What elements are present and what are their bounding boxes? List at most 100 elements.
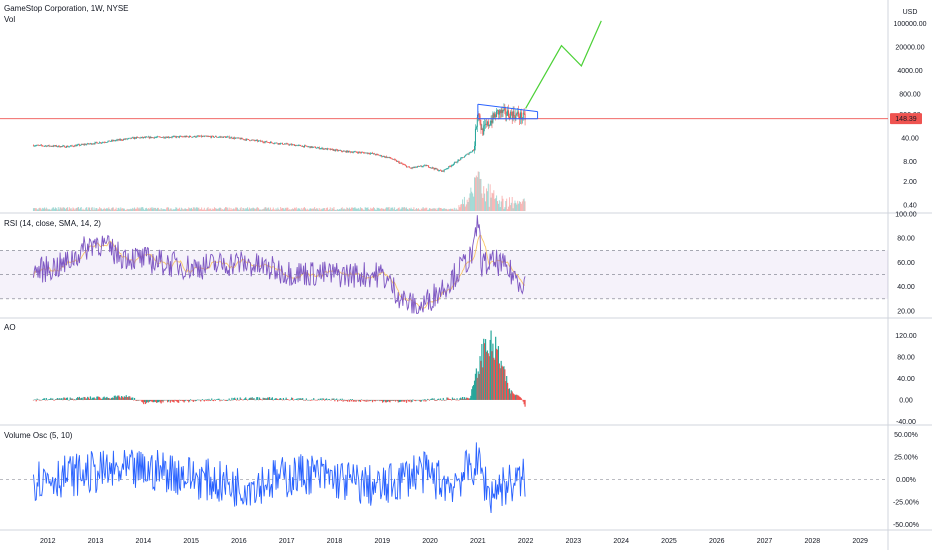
volume-bar	[65, 209, 67, 211]
ao-bar	[211, 398, 213, 400]
volume-bar	[146, 209, 148, 211]
volume-bar	[192, 207, 194, 211]
candle-body	[289, 144, 291, 146]
ao-bar	[86, 398, 88, 400]
volume-bar	[236, 207, 238, 211]
ao-bar	[96, 396, 98, 400]
time-axis[interactable]: 2012 2013 2014 2015 2016 2017 2018 2019 2020 2021…	[40, 538, 868, 545]
ao-bar	[33, 399, 35, 401]
volume-bar	[273, 209, 275, 211]
ao-bar	[166, 399, 168, 401]
candle-body	[65, 147, 67, 148]
candle-body	[397, 161, 399, 162]
candle-body	[342, 150, 344, 152]
ao-bar	[292, 399, 295, 401]
candle-body	[468, 153, 470, 155]
ao-bar	[322, 398, 324, 400]
candle-body	[499, 110, 501, 114]
candle-body	[54, 145, 56, 147]
ao-bar	[106, 396, 108, 400]
ao-bar	[444, 399, 446, 401]
ao-bar	[362, 399, 364, 401]
candle-body	[280, 143, 282, 145]
ao-bar	[467, 397, 469, 400]
volume-bar	[443, 208, 445, 211]
candle-body	[437, 169, 439, 171]
volume-bar	[444, 208, 446, 211]
candle-body	[105, 142, 107, 143]
ao-bar	[235, 399, 238, 401]
volume-bar	[107, 208, 109, 211]
ao-bar	[115, 397, 117, 400]
volume-bar	[366, 207, 368, 211]
rsi-pane[interactable]	[0, 215, 888, 314]
candle-body	[160, 137, 162, 138]
rsi-tick-label: 100.00	[895, 212, 917, 219]
candle-body	[325, 148, 327, 150]
candle-body	[295, 145, 297, 146]
volume-bar	[128, 209, 130, 211]
ao-bar	[400, 399, 402, 402]
volume-bar	[385, 207, 387, 211]
candle-body	[451, 165, 453, 166]
volume-bar	[221, 209, 223, 211]
candle-body	[213, 136, 215, 138]
ao-bar	[483, 338, 485, 400]
volume-bar	[255, 208, 257, 211]
candle-body	[242, 139, 244, 140]
ao-bar	[55, 399, 58, 400]
ao-bar	[252, 398, 254, 400]
ao-bar	[353, 399, 355, 402]
ao-bar	[388, 399, 390, 402]
volume-osc-pane[interactable]	[0, 442, 888, 514]
ao-bar	[116, 396, 118, 400]
ao-bar	[215, 399, 217, 400]
ao-bar	[269, 399, 272, 400]
ao-bar	[141, 399, 143, 402]
ao-bar	[398, 399, 400, 403]
time-tick-label: 2012	[40, 538, 56, 545]
volume-bar	[73, 208, 75, 211]
ao-bar	[430, 398, 432, 400]
candle-body	[390, 158, 392, 159]
candle-body	[433, 168, 435, 170]
ao-bar	[253, 397, 255, 400]
ao-bar	[439, 398, 442, 400]
ao-bar	[255, 399, 257, 401]
price-pane[interactable]	[0, 20, 888, 173]
ao-bar	[472, 386, 474, 400]
ao-bar	[310, 399, 312, 401]
ao-bar	[172, 399, 174, 402]
ao-bar	[383, 399, 386, 401]
volume-bar	[379, 209, 381, 211]
time-tick-label: 2014	[136, 538, 152, 545]
ao-bar	[382, 399, 385, 402]
candle-body	[489, 124, 491, 126]
volume-bar	[283, 209, 285, 211]
candle-body	[79, 145, 81, 146]
ao-bar	[482, 367, 484, 400]
candle-body	[231, 137, 233, 139]
ao-bar	[65, 398, 67, 400]
candle-body	[354, 151, 356, 153]
ao-bar	[414, 399, 416, 401]
candle-body	[173, 136, 175, 137]
ao-bar	[477, 371, 479, 400]
candle-body	[108, 140, 110, 142]
ao-bar	[445, 399, 447, 401]
ao-bar	[167, 399, 169, 403]
ao-bar	[393, 399, 396, 401]
last-price-badge: 148.39	[890, 113, 922, 125]
volume-bar	[353, 207, 355, 211]
volume-bar	[167, 207, 169, 211]
volume-bar	[506, 198, 508, 211]
candle-body	[255, 140, 257, 141]
rsi-tick-label: 20.00	[897, 308, 915, 315]
ao-bar	[464, 398, 466, 400]
rsi-line	[33, 215, 526, 314]
ao-bar	[301, 399, 303, 400]
ao-bar	[110, 397, 113, 400]
candle-body	[82, 144, 84, 145]
candle-body	[84, 144, 86, 145]
ao-pane[interactable]	[32, 330, 526, 407]
